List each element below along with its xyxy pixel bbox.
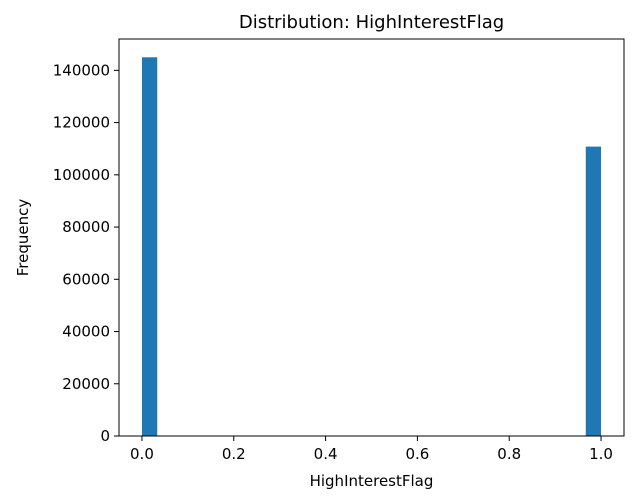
plot-frame (118, 38, 625, 437)
y-axis-ticks: 0 20000 40000 60000 80000 100000 120000 140000 (53, 61, 119, 445)
bars-group (141, 57, 602, 436)
y-tick-label: 0 (100, 427, 110, 445)
x-tick-label: 0.2 (222, 445, 246, 463)
x-tick-label: 1.0 (589, 445, 613, 463)
y-tick-label: 80000 (62, 218, 110, 236)
bar-1 (585, 146, 602, 436)
x-axis-label: HighInterestFlag (310, 472, 434, 490)
y-tick-label: 100000 (53, 166, 110, 184)
y-tick-label: 20000 (62, 375, 110, 393)
x-tick-label: 0.0 (130, 445, 154, 463)
x-tick-label: 0.8 (497, 445, 521, 463)
bar-0 (141, 57, 158, 436)
y-axis-label: Frequency (14, 199, 32, 277)
y-tick-label: 120000 (53, 114, 110, 132)
x-axis-ticks: 0.0 0.2 0.4 0.6 0.8 1.0 (130, 436, 613, 463)
x-tick-label: 0.6 (405, 445, 429, 463)
x-tick-label: 0.4 (314, 445, 338, 463)
y-tick-label: 40000 (62, 323, 110, 341)
y-tick-label: 140000 (53, 61, 110, 79)
chart-title: Distribution: HighInterestFlag (239, 12, 504, 33)
y-tick-label: 60000 (62, 270, 110, 288)
